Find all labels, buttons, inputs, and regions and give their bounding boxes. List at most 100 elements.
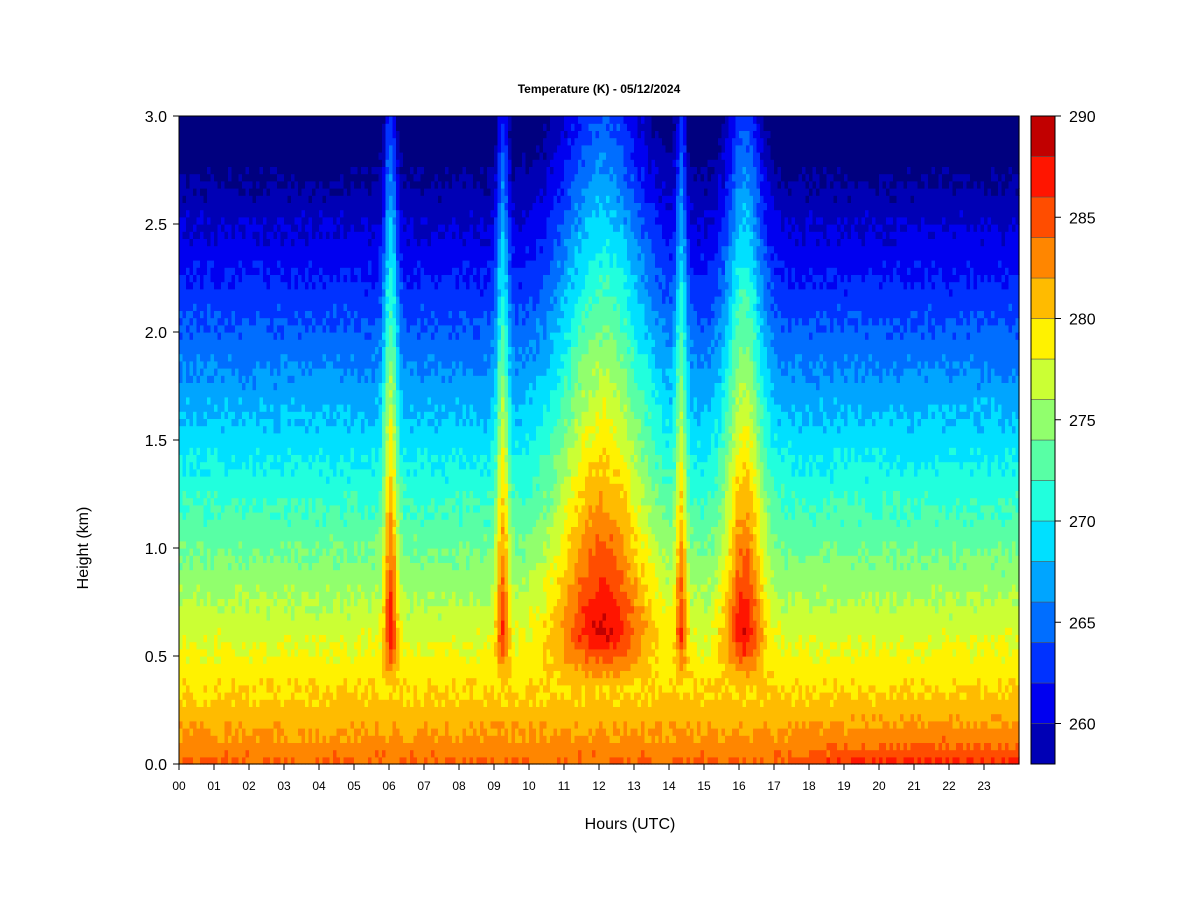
- heatmap-cell: [193, 504, 198, 556]
- heatmap-cell: [410, 562, 415, 614]
- heatmap-cell: [809, 188, 814, 196]
- heatmap-cell: [606, 173, 611, 196]
- heatmap-cell: [452, 591, 457, 635]
- heatmap-cell: [665, 605, 670, 693]
- heatmap-cell: [557, 188, 562, 196]
- heatmap-cell: [602, 461, 607, 513]
- heatmap-cell: [721, 274, 726, 304]
- heatmap-cell: [704, 684, 709, 693]
- heatmap-cell: [273, 598, 278, 607]
- heatmap-cell: [329, 504, 334, 535]
- heatmap-cell: [574, 504, 579, 513]
- heatmap-cell: [718, 605, 723, 614]
- heatmap-cell: [245, 598, 250, 614]
- heatmap-cell: [294, 504, 299, 513]
- heatmap-cell: [508, 260, 513, 275]
- heatmap-cell: [228, 562, 233, 571]
- heatmap-cell: [252, 231, 257, 239]
- heatmap-cell: [476, 288, 481, 319]
- heatmap-cell: [557, 584, 562, 599]
- heatmap-cell: [389, 310, 394, 319]
- heatmap-cell: [504, 483, 509, 499]
- heatmap-cell: [385, 382, 390, 427]
- heatmap-cell: [637, 180, 642, 203]
- heatmap-cell: [326, 216, 331, 232]
- heatmap-cell: [700, 180, 705, 218]
- heatmap-cell: [798, 368, 803, 412]
- heatmap-cell: [228, 267, 233, 283]
- heatmap-cell: [483, 756, 488, 765]
- heatmap-cell: [602, 627, 607, 635]
- heatmap-cell: [459, 274, 464, 311]
- heatmap-cell: [686, 562, 691, 592]
- heatmap-cell: [319, 216, 324, 225]
- heatmap-cell: [725, 591, 730, 679]
- heatmap-cell: [763, 260, 768, 311]
- heatmap-cell: [459, 699, 464, 743]
- heatmap-cell: [322, 404, 327, 412]
- heatmap-cell: [256, 706, 261, 729]
- heatmap-cell: [648, 418, 653, 427]
- heatmap-cell: [200, 310, 205, 319]
- heatmap-cell: [252, 512, 257, 549]
- heatmap-cell: [322, 332, 327, 355]
- heatmap-cell: [242, 188, 247, 196]
- heatmap-cell: [623, 224, 628, 239]
- heatmap-cell: [354, 116, 359, 167]
- heatmap-cell: [420, 303, 425, 311]
- heatmap-cell: [280, 562, 285, 599]
- heatmap-cell: [795, 116, 800, 182]
- heatmap-cell: [287, 512, 292, 520]
- heatmap-cell: [340, 548, 345, 563]
- heatmap-cell: [662, 317, 667, 326]
- heatmap-cell: [784, 519, 789, 571]
- heatmap-cell: [182, 425, 187, 477]
- heatmap-cell: [396, 569, 401, 614]
- heatmap-cell: [725, 454, 730, 491]
- heatmap-cell: [305, 224, 310, 232]
- heatmap-cell: [770, 627, 775, 671]
- heatmap-cell: [298, 684, 303, 693]
- heatmap-cell: [781, 648, 786, 657]
- heatmap-cell: [382, 555, 387, 607]
- heatmap-cell: [182, 706, 187, 729]
- heatmap-cell: [392, 116, 397, 139]
- heatmap-cell: [273, 756, 278, 765]
- heatmap-cell: [501, 504, 506, 513]
- heatmap-cell: [396, 677, 401, 686]
- heatmap-cell: [623, 173, 628, 182]
- heatmap-cell: [403, 173, 408, 182]
- heatmap-cell: [504, 209, 509, 239]
- heatmap-cell: [200, 425, 205, 463]
- heatmap-cell: [371, 656, 376, 679]
- heatmap-cell: [812, 180, 817, 189]
- heatmap-cell: [532, 360, 537, 391]
- heatmap-cell: [308, 267, 313, 283]
- heatmap-cell: [641, 692, 646, 700]
- heatmap-cell: [630, 116, 635, 139]
- heatmap-cell: [802, 648, 807, 700]
- heatmap-cell: [679, 648, 684, 671]
- heatmap-cell: [704, 612, 709, 635]
- heatmap-cell: [501, 656, 506, 664]
- heatmap-cell: [448, 598, 453, 643]
- heatmap-cell: [679, 504, 684, 513]
- heatmap-cell: [749, 317, 754, 362]
- heatmap-cell: [427, 504, 432, 513]
- heatmap-cell: [798, 360, 803, 369]
- heatmap-cell: [690, 533, 695, 549]
- heatmap-cell: [431, 454, 436, 463]
- heatmap-cell: [518, 404, 523, 419]
- heatmap-cell: [245, 612, 250, 657]
- heatmap-cell: [417, 260, 422, 268]
- heatmap-cell: [609, 180, 614, 211]
- heatmap-cell: [263, 756, 268, 765]
- heatmap-cell: [319, 656, 324, 700]
- heatmap-cell: [385, 598, 390, 643]
- heatmap-cell: [714, 627, 719, 635]
- heatmap-cell: [679, 245, 684, 254]
- heatmap-cell: [616, 706, 621, 729]
- heatmap-cell: [322, 368, 327, 405]
- heatmap-cell: [683, 598, 688, 650]
- heatmap-cell: [420, 526, 425, 556]
